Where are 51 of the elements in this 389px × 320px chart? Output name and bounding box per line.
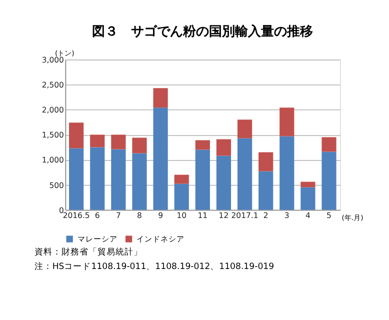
y-tick-label: 3,000 [42,56,64,65]
bar [69,148,84,210]
text: 注：HSコード1108.19-011、1108.19-012、1108.19-019 [34,261,274,272]
y-tick-label: 1,000 [42,156,64,165]
y-tick-label: 2,000 [42,106,64,115]
x-tick-label: 11 [198,210,208,220]
x-tick-label: 10 [176,210,187,220]
x-tick-label: 8 [137,210,142,220]
bar [280,108,294,136]
bar [237,120,252,138]
bar [300,182,316,188]
legend-label: インドネシア [136,234,185,244]
bar [195,150,210,210]
x-tick-label: 2017.1 [231,210,258,220]
bar [258,171,274,210]
bar [153,108,168,210]
bar [90,134,105,148]
legend-label: マレーシア [77,234,118,244]
bar [195,140,210,150]
x-tick-label: 3 [284,210,290,220]
bar [174,184,189,210]
bar [216,156,232,210]
text: 資料：財務省「貿易統計」 [34,246,142,258]
y-tick-label: 0 [59,206,64,215]
bar [237,138,252,210]
x-tick-label: 6 [94,210,100,220]
bar [280,136,294,210]
bar [322,152,336,210]
bar [300,187,316,210]
bar [174,174,189,184]
x-tick-label: 9 [158,210,164,220]
bar [153,88,168,108]
bar [322,137,336,152]
y-tick-label: 2,500 [42,80,64,90]
bar [258,152,274,172]
y-tick-label: 1,500 [42,130,64,140]
bar [132,138,147,154]
bar [132,153,147,210]
x-tick-label: 4 [305,210,310,220]
bar [69,122,84,148]
y-tick-label: 500 [49,180,64,190]
x-tick-label: 12 [218,210,229,220]
x-tick-label: 7 [116,210,121,220]
bar [90,147,105,210]
bar [111,149,126,210]
x-tick-label: 5 [326,210,332,220]
chart-title: 図３ サゴでん粉の国別輸入量の推移 [92,24,314,40]
bar [111,134,126,150]
x-tick-label: 2 [263,210,268,220]
x-tick-label: 2016.5 [62,210,90,220]
bar [216,139,232,156]
